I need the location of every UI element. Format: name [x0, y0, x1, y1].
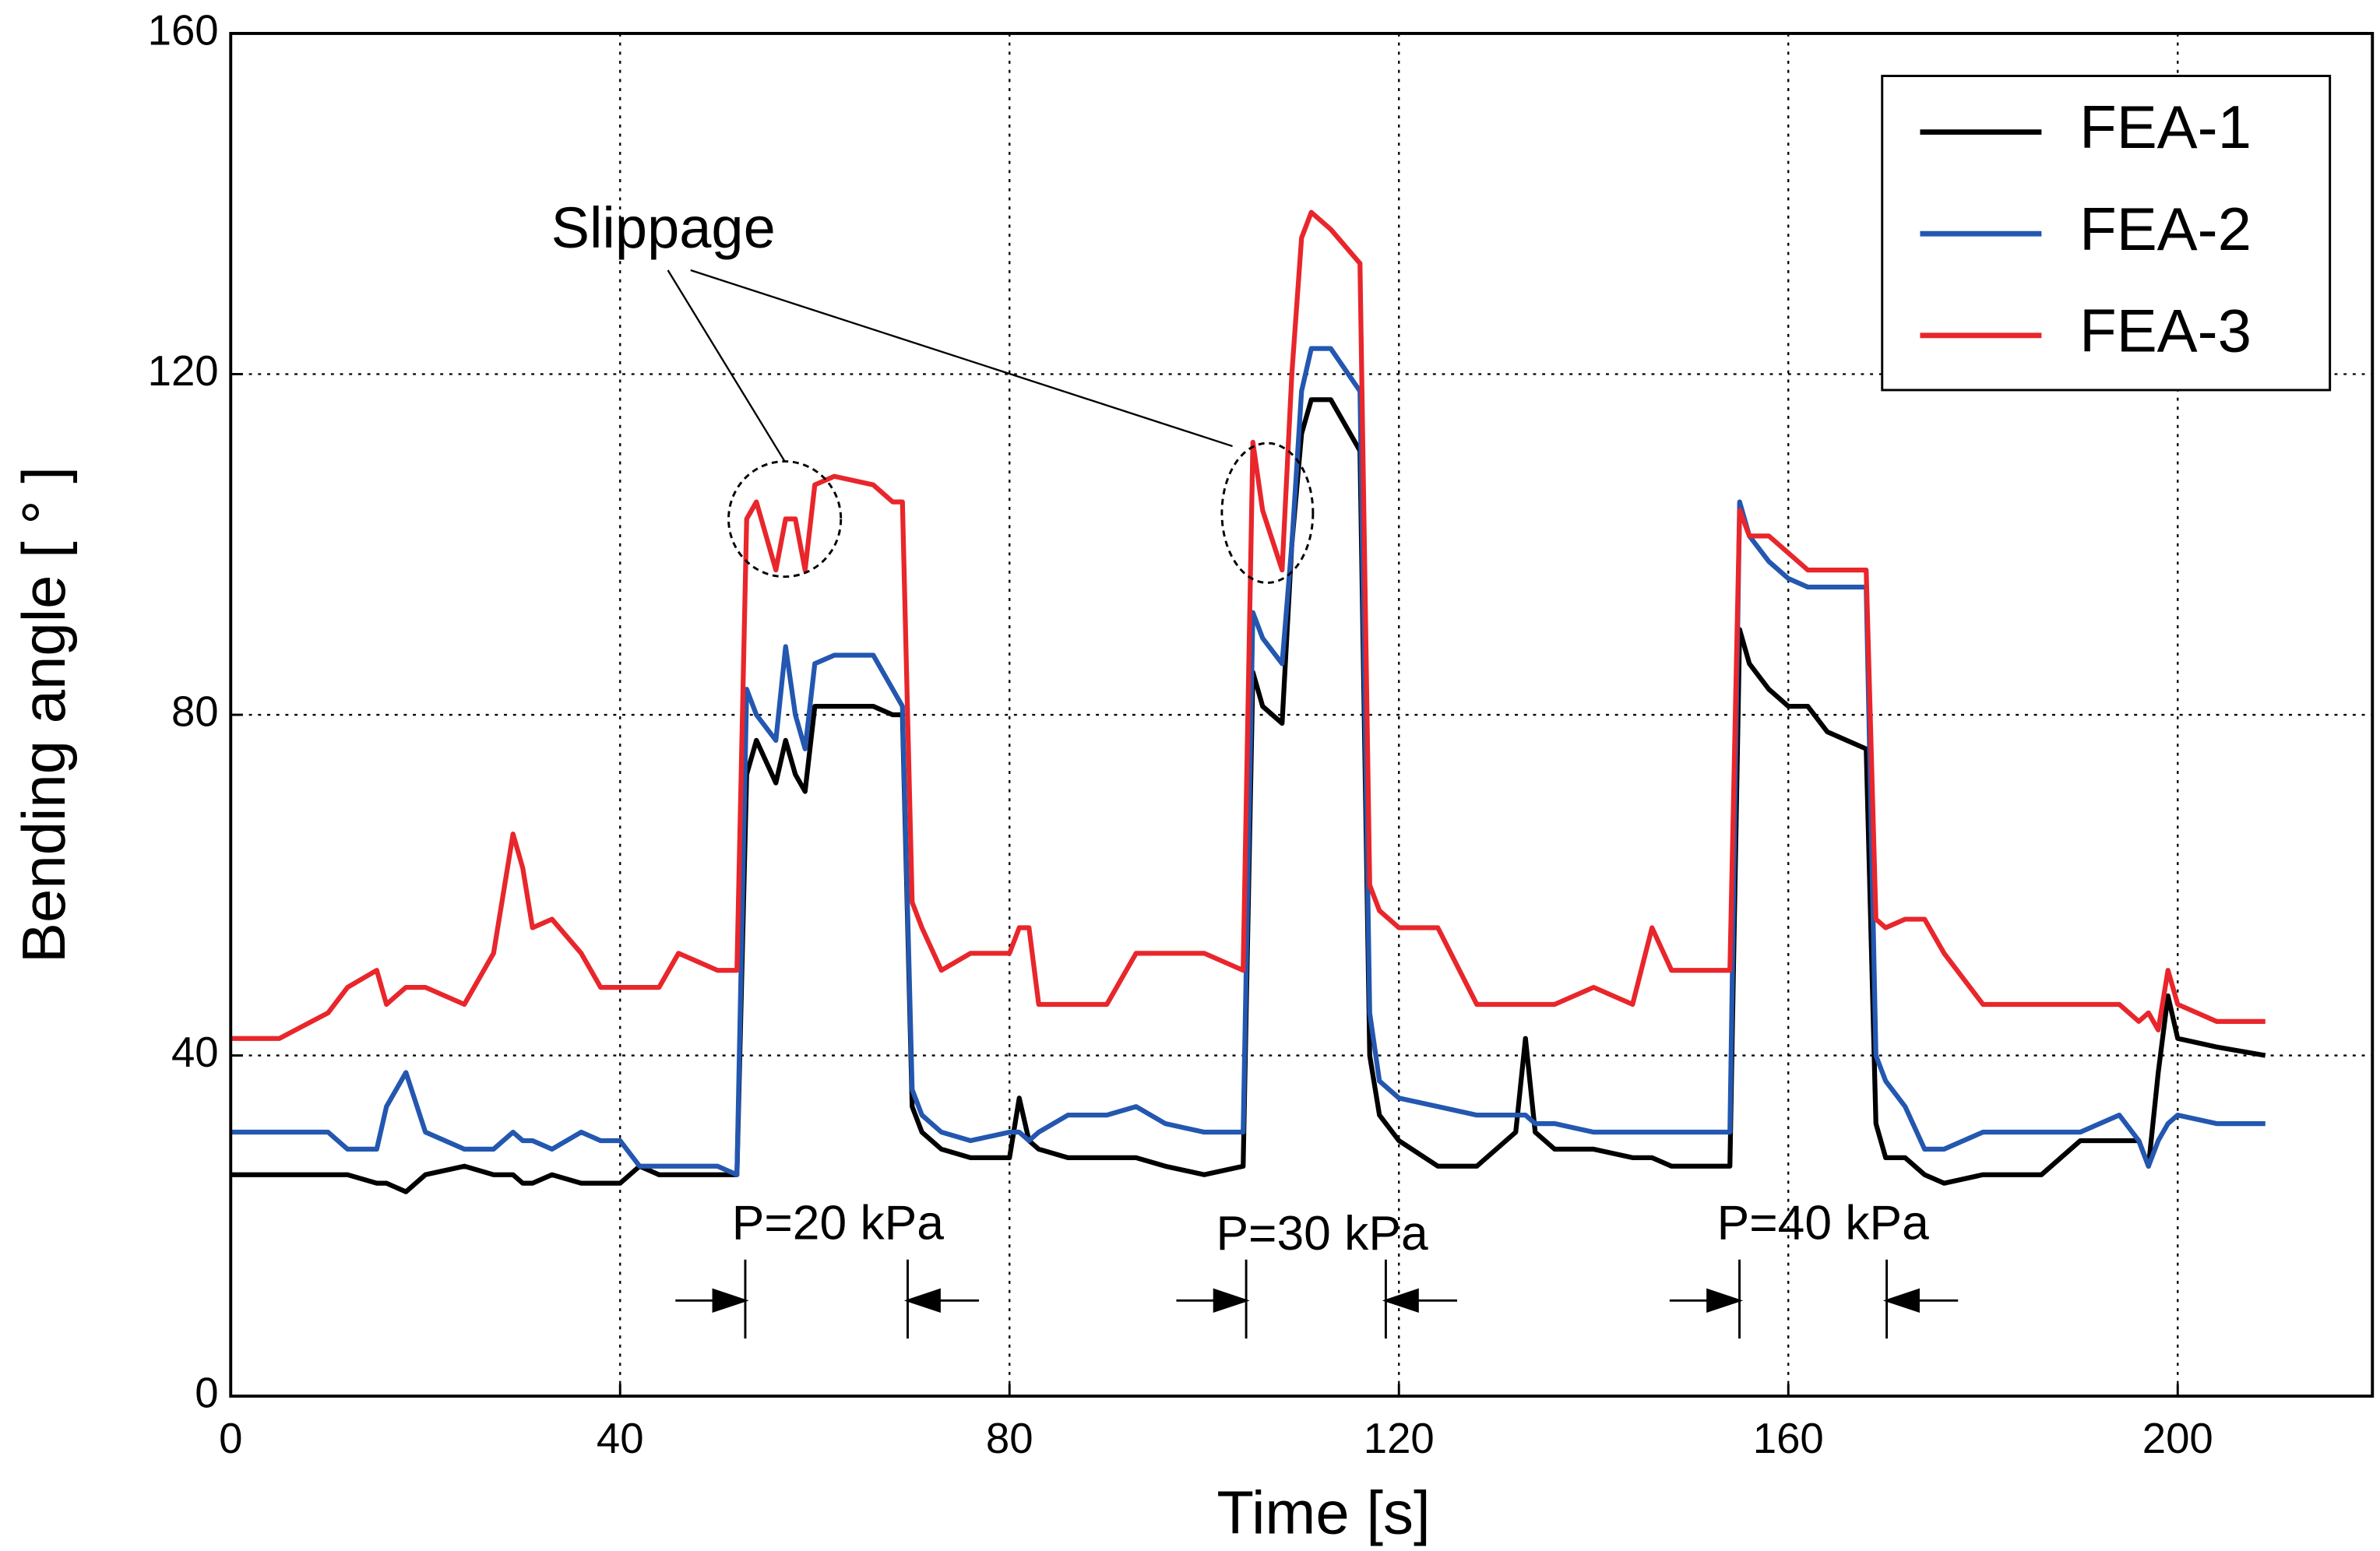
y-axis-label: Bending angle [ ° ] — [9, 466, 78, 963]
x-tick-label: 200 — [2142, 1415, 2213, 1462]
pressure-markers — [675, 1259, 1959, 1339]
y-tick-label: 0 — [195, 1370, 218, 1417]
legend-label: FEA-3 — [2079, 296, 2251, 364]
legend: FEA-1 FEA-2 FEA-3 — [1881, 75, 2332, 392]
x-tick-label: 120 — [1364, 1415, 1435, 1462]
x-tick-label: 80 — [986, 1415, 1033, 1462]
pointer-line — [667, 269, 786, 462]
annotation: P=30 kPa — [1216, 1207, 1428, 1261]
y-tick-label: 160 — [148, 6, 219, 54]
y-tick-label: 120 — [148, 347, 219, 395]
slippage-ellipse — [1220, 441, 1315, 584]
annotation: Slippage — [551, 195, 776, 260]
pointer-line — [690, 269, 1233, 448]
y-tick-label: 80 — [171, 688, 219, 735]
ticks: 0 40 80 120 160 200 0 40 80 120 160 — [148, 6, 2213, 1462]
x-axis-label: Time [s] — [1216, 1479, 1430, 1547]
annotation: P=20 kPa — [732, 1196, 944, 1250]
y-tick-label: 40 — [171, 1029, 219, 1076]
series-line — [231, 209, 2266, 1041]
x-tick-label: 0 — [219, 1415, 242, 1462]
annotation: P=40 kPa — [1717, 1196, 1929, 1250]
annotations — [667, 269, 1959, 1339]
series-lines — [231, 209, 2266, 1194]
legend-label: FEA-2 — [2079, 195, 2251, 263]
x-tick-label: 160 — [1753, 1415, 1824, 1462]
x-tick-label: 40 — [597, 1415, 644, 1462]
legend-label: FEA-1 — [2079, 93, 2251, 161]
